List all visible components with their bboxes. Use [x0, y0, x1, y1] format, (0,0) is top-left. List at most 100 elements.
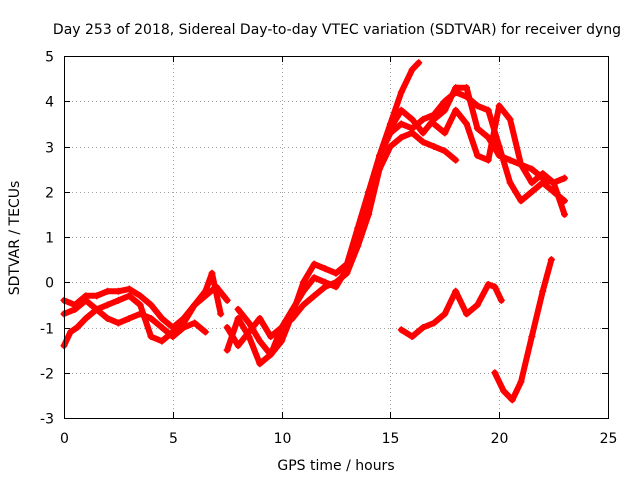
data-point	[212, 283, 220, 291]
data-point	[495, 102, 503, 110]
data-point	[517, 161, 525, 169]
data-point	[299, 278, 307, 286]
data-point	[528, 165, 536, 173]
data-point	[343, 260, 351, 268]
data-point	[528, 179, 536, 187]
data-point	[463, 84, 471, 92]
data-point	[365, 188, 373, 196]
x-tick-label: 15	[382, 431, 400, 447]
y-tick-label: -2	[40, 367, 54, 383]
data-point	[310, 260, 318, 268]
data-point	[495, 152, 503, 160]
y-tick-label: 4	[45, 95, 54, 111]
data-point	[397, 120, 405, 128]
data-point	[430, 319, 438, 327]
data-point	[473, 152, 481, 160]
data-point	[234, 342, 242, 350]
data-point	[547, 256, 555, 264]
x-axis-label: GPS time / hours	[277, 458, 394, 474]
data-point	[419, 324, 427, 331]
y-tick-label: 3	[45, 141, 54, 157]
data-point	[93, 305, 101, 313]
data-point	[299, 301, 307, 309]
data-point	[191, 319, 199, 327]
data-point	[217, 310, 225, 318]
data-point	[484, 156, 492, 164]
data-point	[408, 333, 416, 341]
series-track-10	[491, 256, 555, 404]
y-tick-label: 5	[45, 50, 54, 66]
data-point	[386, 143, 394, 150]
data-point	[528, 333, 536, 341]
data-point	[169, 328, 177, 336]
data-point	[397, 106, 405, 114]
x-tick-label: 20	[491, 431, 509, 447]
data-point	[441, 310, 449, 318]
data-point	[354, 224, 362, 232]
data-point	[419, 138, 427, 146]
data-point	[430, 120, 438, 128]
data-point	[67, 328, 75, 336]
data-point	[550, 179, 558, 187]
data-point	[191, 301, 199, 309]
data-point	[517, 378, 525, 386]
data-point	[397, 88, 405, 96]
data-point	[473, 301, 481, 309]
data-point	[104, 314, 112, 322]
data-point	[452, 106, 460, 114]
y-axis-label: SDTVAR / TECUs	[7, 181, 23, 296]
data-point	[234, 305, 242, 313]
data-point	[452, 287, 460, 295]
data-point	[234, 314, 242, 322]
y-tick-label: -1	[40, 322, 54, 338]
data-point	[419, 115, 427, 123]
data-point	[147, 314, 155, 322]
data-point	[104, 287, 112, 295]
data-point	[500, 387, 508, 395]
data-point	[158, 324, 166, 331]
data-point	[415, 59, 423, 67]
data-point	[332, 269, 340, 277]
data-point	[125, 314, 133, 322]
data-point	[201, 328, 209, 336]
data-point	[125, 285, 133, 293]
data-point	[158, 314, 166, 322]
data-point	[484, 106, 492, 114]
series-track-3	[60, 283, 231, 350]
x-tick-label: 0	[60, 431, 69, 447]
data-point	[408, 115, 416, 123]
x-tick-label: 25	[600, 431, 618, 447]
series-track-4	[223, 59, 423, 368]
data-point	[408, 66, 416, 74]
series-line	[61, 297, 209, 340]
data-point	[310, 274, 318, 282]
data-point	[71, 305, 79, 313]
data-point	[473, 124, 481, 132]
data-point	[497, 296, 505, 304]
data-point	[397, 326, 405, 334]
data-point	[321, 283, 329, 291]
data-point	[180, 319, 188, 327]
data-point	[506, 179, 514, 187]
data-point	[452, 156, 460, 164]
data-point	[223, 296, 231, 304]
data-point	[463, 120, 471, 128]
y-tick-label: 0	[45, 276, 54, 292]
data-point	[82, 296, 90, 304]
data-point	[386, 124, 394, 132]
data-point	[332, 278, 340, 286]
data-point	[104, 301, 112, 309]
data-point	[73, 324, 81, 331]
data-point	[365, 210, 373, 218]
data-point	[441, 106, 449, 114]
data-point	[93, 292, 101, 300]
series-track-8	[430, 102, 568, 218]
data-point	[452, 84, 460, 92]
data-point	[539, 170, 547, 178]
data-point	[136, 292, 144, 300]
data-point	[201, 292, 209, 300]
data-point	[158, 337, 166, 345]
data-point	[82, 314, 90, 322]
chart-title: Day 253 of 2018, Sidereal Day-to-day VTE…	[53, 22, 621, 38]
